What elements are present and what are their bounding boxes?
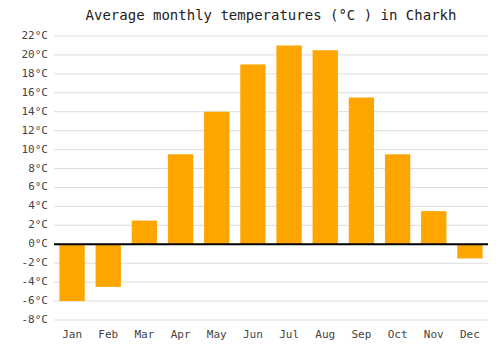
grid-line [54, 320, 488, 321]
x-tick-label: Jun [243, 328, 263, 341]
x-tick-label: Mar [134, 328, 154, 341]
grid-line [54, 187, 488, 188]
y-tick-label: 20°C [22, 48, 49, 61]
grid-line [54, 149, 488, 150]
bar [204, 112, 229, 245]
y-tick-label: 14°C [22, 105, 49, 118]
bar [276, 45, 301, 244]
y-grid [54, 36, 488, 320]
y-tick-label: 12°C [22, 124, 49, 137]
x-tick-label: Jul [279, 328, 299, 341]
y-tick-label: 8°C [28, 162, 48, 175]
grid-line [54, 206, 488, 207]
x-tick-label: Apr [171, 328, 191, 341]
x-tick-label: Dec [460, 328, 480, 341]
bar [349, 98, 374, 245]
y-tick-label: -6°C [22, 294, 49, 307]
x-tick-label: Oct [388, 328, 408, 341]
y-tick-labels: -8°C -6°C -4°C -2°C 0°C 2°C 4°C 6°C 8°C 10°C 12°C 1… [22, 29, 49, 326]
x-tick-labels: Jan Feb Mar Apr May Jun Jul Aug Sep Oct Nov Dec [62, 328, 480, 341]
y-tick-label: 0°C [28, 237, 48, 250]
grid-line [54, 36, 488, 37]
x-tick-label: Aug [315, 328, 335, 341]
y-tick-label: 10°C [22, 143, 49, 156]
bar [240, 64, 265, 244]
x-tick-label: Feb [98, 328, 118, 341]
bar [96, 244, 121, 287]
bar [59, 244, 84, 301]
chart-svg: Average monthly temperatures (°C ) in Ch… [0, 0, 500, 350]
grid-line [54, 111, 488, 112]
y-tick-label: -4°C [22, 275, 49, 288]
bar [421, 211, 446, 244]
x-tick-label: Jan [62, 328, 82, 341]
y-tick-label: -2°C [22, 256, 49, 269]
zero-line [54, 243, 488, 245]
y-tick-label: 18°C [22, 67, 49, 80]
y-tick-label: 22°C [22, 29, 49, 42]
x-tick-label: Nov [424, 328, 444, 341]
grid-line [54, 130, 488, 131]
grid-line [54, 54, 488, 55]
bar [132, 221, 157, 245]
grid-line [54, 73, 488, 74]
grid-line [54, 92, 488, 93]
bar [313, 50, 338, 244]
bar [457, 244, 482, 258]
grid-line [54, 168, 488, 169]
grid-line [54, 244, 488, 245]
bar [168, 154, 193, 244]
y-tick-label: 6°C [28, 180, 48, 193]
grid-line [54, 301, 488, 302]
chart-container: Average monthly temperatures (°C ) in Ch… [0, 0, 500, 350]
y-tick-label: 2°C [28, 218, 48, 231]
x-tick-label: May [207, 328, 227, 341]
x-tick-label: Sep [351, 328, 371, 341]
y-tick-label: 16°C [22, 86, 49, 99]
bars [59, 45, 482, 301]
y-tick-label: -8°C [22, 313, 49, 326]
chart-title: Average monthly temperatures (°C ) in Ch… [86, 7, 457, 23]
y-tick-label: 4°C [28, 199, 48, 212]
bar [385, 154, 410, 244]
